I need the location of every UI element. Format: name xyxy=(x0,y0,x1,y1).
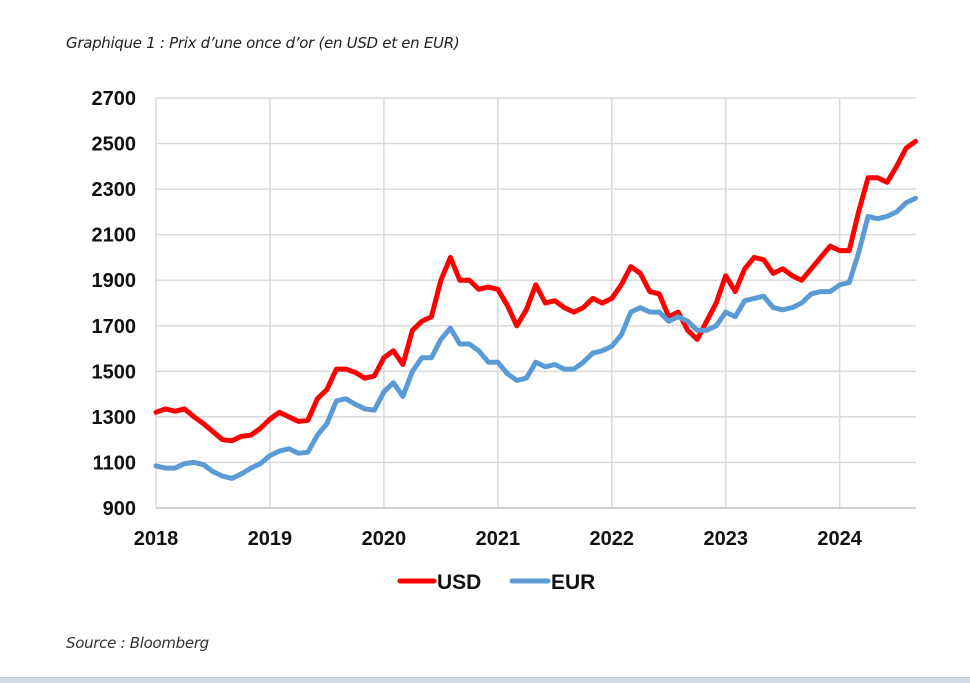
x-tick-label: 2023 xyxy=(703,528,748,550)
y-tick-label: 2500 xyxy=(92,134,137,156)
legend-label-usd: USD xyxy=(437,571,481,594)
y-tick-label: 1500 xyxy=(92,361,137,383)
series-line-eur xyxy=(153,195,919,481)
y-tick-label: 2700 xyxy=(92,88,137,110)
y-tick-label: 2300 xyxy=(92,179,137,201)
y-tick-label: 1700 xyxy=(92,316,137,338)
y-tick-label: 1300 xyxy=(92,407,137,429)
x-tick-label: 2024 xyxy=(817,528,862,550)
page-divider xyxy=(0,677,970,683)
y-tick-label: 1100 xyxy=(93,452,136,474)
x-tick-label: 2019 xyxy=(248,528,293,550)
y-tick-label: 1900 xyxy=(92,270,137,292)
x-tick-label: 2018 xyxy=(134,528,179,550)
x-tick-label: 2020 xyxy=(362,528,407,550)
series-line-usd xyxy=(153,138,919,444)
chart-title: Graphique 1 : Prix d’une once d’or (en U… xyxy=(66,34,460,52)
y-tick-label: 900 xyxy=(103,498,136,520)
source-note: Source : Bloomberg xyxy=(66,634,209,652)
legend-label-eur: EUR xyxy=(551,571,595,594)
y-tick-label: 2100 xyxy=(92,225,137,247)
x-tick-label: 2022 xyxy=(590,528,635,550)
x-tick-label: 2021 xyxy=(476,528,521,550)
